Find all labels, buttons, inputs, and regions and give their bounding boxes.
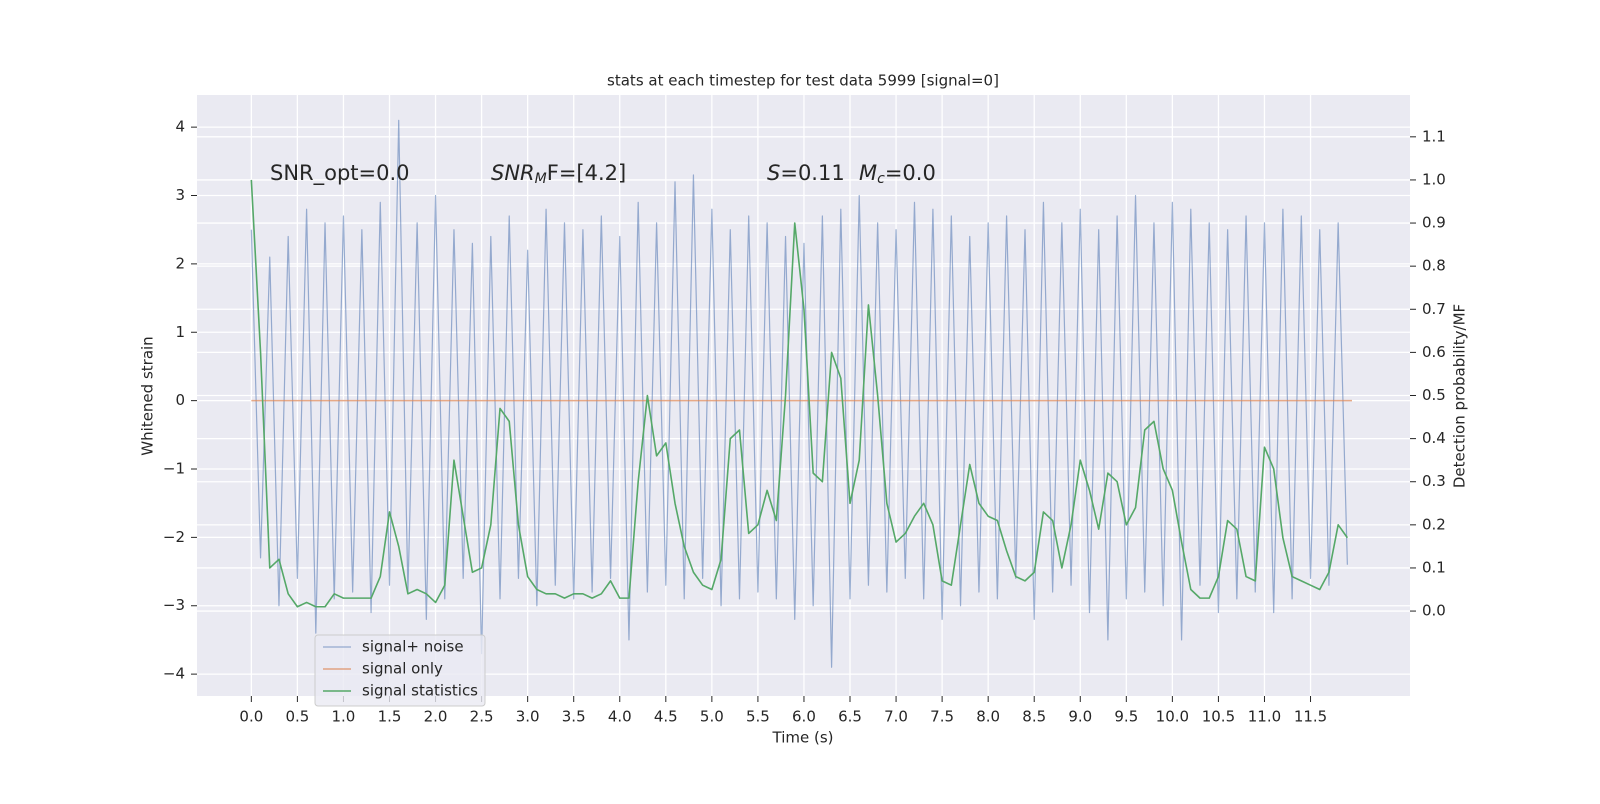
annotation: SNR_opt=0.0 <box>270 161 410 186</box>
x-tick-label: 3.0 <box>516 708 540 726</box>
y2-tick-label: 0.8 <box>1422 257 1446 275</box>
annotation: SNRMF=[4.2] <box>491 161 626 187</box>
x-tick-label: 9.0 <box>1068 708 1092 726</box>
x-tick-label: 0.0 <box>239 708 263 726</box>
x-tick-label: 0.5 <box>285 708 309 726</box>
y-tick-label: −3 <box>163 596 185 614</box>
legend-label: signal only <box>362 660 443 678</box>
y2-tick-label: 0.3 <box>1422 472 1446 490</box>
annotation-symbol: SNR <box>491 161 535 185</box>
x-tick-label: 7.5 <box>930 708 954 726</box>
y-tick-label: −2 <box>163 528 185 546</box>
y-axis-label: Whitened strain <box>139 336 157 455</box>
x-tick-label: 10.0 <box>1156 708 1189 726</box>
annotation-rest: F=[4.2] <box>547 161 626 185</box>
annotation-symbol: S <box>767 161 780 185</box>
y2-axis-label: Detection probability/MF <box>1451 304 1469 488</box>
x-tick-label: 5.0 <box>700 708 724 726</box>
y-tick-label: 2 <box>175 254 185 272</box>
x-tick-label: 10.5 <box>1202 708 1235 726</box>
x-tick-label: 4.0 <box>608 708 632 726</box>
y2-tick-label: 0.9 <box>1422 214 1446 232</box>
y2-tick-label: 0.4 <box>1422 429 1446 447</box>
x-tick-label: 9.5 <box>1114 708 1138 726</box>
y2-tick-label: 0.6 <box>1422 343 1446 361</box>
x-tick-label: 1.5 <box>378 708 402 726</box>
x-tick-label: 6.5 <box>838 708 862 726</box>
y2-tick-label: 0.7 <box>1422 300 1446 318</box>
annotation-subscript: M <box>535 171 547 187</box>
x-tick-label: 11.5 <box>1294 708 1327 726</box>
series-line <box>250 179 1349 608</box>
legend-box <box>314 634 486 707</box>
legend-label: signal statistics <box>362 682 478 700</box>
y-tick-label: 4 <box>175 118 185 136</box>
y-tick-label: −4 <box>163 665 185 683</box>
annotation-rest: =0.0 <box>885 161 936 185</box>
x-tick-label: 6.0 <box>792 708 816 726</box>
annotation-rest: =0.11 <box>780 161 844 185</box>
y2-tick-label: 0.2 <box>1422 515 1446 533</box>
series-line <box>250 119 1348 668</box>
y2-tick-label: 0.0 <box>1422 602 1446 620</box>
y-tick-label: 1 <box>175 323 185 341</box>
x-tick-label: 4.5 <box>654 708 678 726</box>
x-tick-label: 7.0 <box>884 708 908 726</box>
annotation-subscript: c <box>877 171 885 187</box>
y2-tick-label: 1.1 <box>1422 127 1446 145</box>
y2-tick-label: 0.5 <box>1422 386 1446 404</box>
annotation: Mc=0.0 <box>859 161 936 187</box>
annotation-symbol: M <box>859 161 877 185</box>
x-tick-label: 1.0 <box>332 708 356 726</box>
x-tick-label: 3.5 <box>562 708 586 726</box>
x-tick-label: 5.5 <box>746 708 770 726</box>
x-tick-label: 8.0 <box>976 708 1000 726</box>
y-tick-label: −1 <box>163 460 185 478</box>
y2-tick-label: 0.1 <box>1422 558 1446 576</box>
x-tick-label: 11.0 <box>1248 708 1281 726</box>
legend: signal+ noise signal only signal statistic… <box>314 634 486 707</box>
x-tick-label: 2.0 <box>424 708 448 726</box>
x-axis-label: Time (s) <box>772 729 834 747</box>
annotation: S=0.11 <box>767 161 845 185</box>
legend-label: signal+ noise <box>362 638 464 656</box>
x-tick-label: 8.5 <box>1022 708 1046 726</box>
y-tick-label: 0 <box>175 391 185 409</box>
chart-title: stats at each timestep for test data 599… <box>607 72 999 90</box>
y-tick-label: 3 <box>175 186 185 204</box>
x-tick-label: 2.5 <box>470 708 494 726</box>
annotation-text: SNR_opt=0.0 <box>270 161 410 186</box>
y2-tick-label: 1.0 <box>1422 170 1446 188</box>
